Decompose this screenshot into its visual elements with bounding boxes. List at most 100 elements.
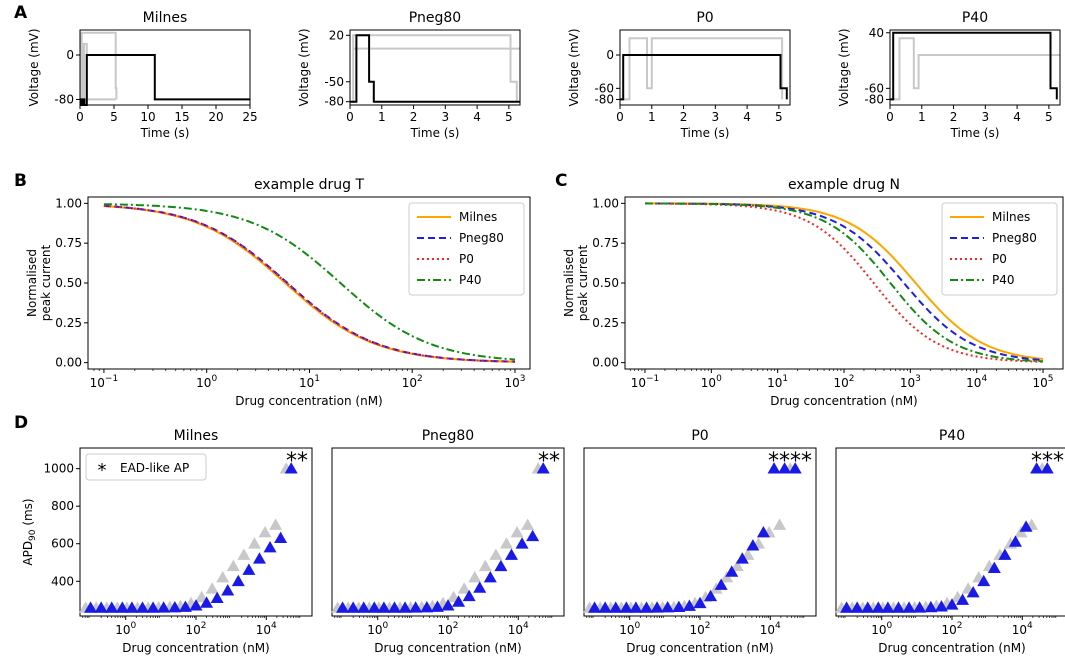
y-tick-label: -80 [594, 92, 614, 106]
y-axis-label: APD90 (ms) [21, 498, 38, 565]
chart-title: example drug T [254, 177, 365, 193]
y-axis-label: peak current [576, 245, 590, 322]
apd-marker-reference [258, 525, 272, 538]
ead-stars: *** [1031, 449, 1064, 474]
legend-label: EAD-like AP [120, 461, 189, 475]
axes-frame [331, 447, 565, 617]
subplot-title: Pneg80 [409, 10, 461, 26]
y-tick-label: -60 [594, 81, 614, 95]
apd-marker [672, 600, 686, 613]
apd-marker-reference [521, 518, 535, 530]
apd-marker-reference [478, 559, 492, 572]
apd-marker-reference [226, 559, 240, 572]
x-tick-label: 25 [242, 110, 257, 124]
apd-marker [441, 599, 455, 611]
apd-marker [1008, 535, 1022, 547]
x-tick-label: 100 [367, 621, 388, 637]
axes-frame [79, 29, 251, 106]
legend: Milnes Pneg80 P0 P40 [941, 202, 1058, 296]
x-tick-label: 10−1 [631, 374, 660, 390]
x-axis-label: Drug concentration (nM) [374, 641, 521, 655]
x-tick-label: 3 [982, 110, 990, 124]
axes-frame [619, 29, 791, 106]
apd-marker-reference [499, 537, 513, 549]
y-axis-label: Voltage (mV) [567, 28, 581, 106]
apd-marker [682, 599, 696, 611]
apd-marker [125, 601, 139, 613]
apd-marker-reference [269, 518, 283, 530]
series-line-p40 [103, 203, 516, 361]
legend-label: P40 [992, 273, 1015, 287]
x-tick-label: 100 [196, 374, 217, 390]
apd-marker [420, 601, 434, 613]
legend-box [408, 202, 525, 296]
apd-marker [526, 529, 540, 542]
ead-stars: ** [538, 449, 560, 474]
apd-marker [987, 561, 1001, 574]
apd-marker [714, 578, 728, 590]
y-tick-label: 600 [51, 537, 74, 551]
apd-marker [263, 540, 277, 553]
x-tick-label: 102 [185, 621, 206, 637]
x-tick-label: 102 [689, 621, 710, 637]
y-tick-label: 400 [51, 574, 74, 588]
x-tick-label: 15 [174, 110, 189, 124]
apd-marker [861, 601, 875, 613]
apd-marker [336, 601, 350, 613]
axes-frame [349, 29, 521, 106]
y-tick-label: 0.00 [592, 356, 619, 370]
legend-label: Milnes [459, 210, 497, 224]
apd-marker-reference [247, 537, 261, 549]
x-tick-label: 0 [76, 110, 84, 124]
protocol-subplot-p40: P40 0 1 2 3 4 5 -80-60 40 Time (s) Voltage (mV) [837, 10, 1061, 140]
protocol-trace [80, 54, 250, 106]
y-axis-label: Voltage (mV) [27, 28, 41, 106]
x-axis-label: Time (s) [140, 126, 190, 140]
apd-marker-reference [237, 548, 251, 560]
apd-marker [902, 601, 916, 613]
legend-label: Pneg80 [992, 231, 1037, 245]
apd-marker [231, 574, 245, 587]
x-tick-label: 100 [701, 374, 722, 390]
x-axis-label: Drug concentration (nM) [122, 641, 269, 655]
x-tick-label: 4 [1013, 110, 1021, 124]
legend-box [85, 453, 207, 481]
y-tick-label: 20 [329, 28, 344, 42]
apd-marker [504, 548, 518, 560]
x-tick-label: 100 [871, 621, 892, 637]
apd-marker [891, 601, 905, 613]
axes-frame [889, 29, 1061, 106]
legend-box [941, 202, 1058, 296]
panel-label-D: D [14, 413, 28, 433]
ead-stars: ** [286, 449, 308, 474]
apd-subplot-milnes: Milnes 100 102 104 Drug concentration (nM) 40… [21, 428, 313, 655]
apd-marker [588, 601, 602, 613]
apd-marker-reference [730, 559, 744, 572]
y-tick-label: -80 [864, 92, 884, 106]
x-tick-label: 0 [886, 110, 894, 124]
x-tick-label: 10−1 [90, 374, 119, 390]
x-tick-label: 4 [473, 110, 481, 124]
apd-marker [377, 601, 391, 613]
apd-marker-reference [216, 571, 230, 583]
x-axis-label: Drug concentration (nM) [878, 641, 1025, 655]
x-tick-label: 102 [941, 621, 962, 637]
apd-marker [94, 601, 108, 613]
x-tick-label: 100 [115, 621, 136, 637]
apd-marker [284, 462, 298, 474]
x-tick-label: 0 [616, 110, 624, 124]
y-axis-label: Voltage (mV) [297, 28, 311, 106]
y-tick-label: 0.50 [55, 276, 82, 290]
apd-marker [398, 601, 412, 613]
apd-marker [515, 537, 529, 549]
apd-marker [650, 601, 664, 613]
apd-marker [221, 584, 235, 596]
x-tick-label: 5 [505, 110, 513, 124]
x-tick-label: 20 [208, 110, 223, 124]
apd-marker [494, 559, 508, 572]
protocol-subplot-p0: P0 0 1 2 3 4 5 -80-60 0 Time (s) Voltage (mV) [567, 10, 791, 140]
subplot-title: P40 [939, 428, 965, 444]
apd-marker [178, 600, 192, 612]
x-tick-label: 101 [299, 374, 320, 390]
